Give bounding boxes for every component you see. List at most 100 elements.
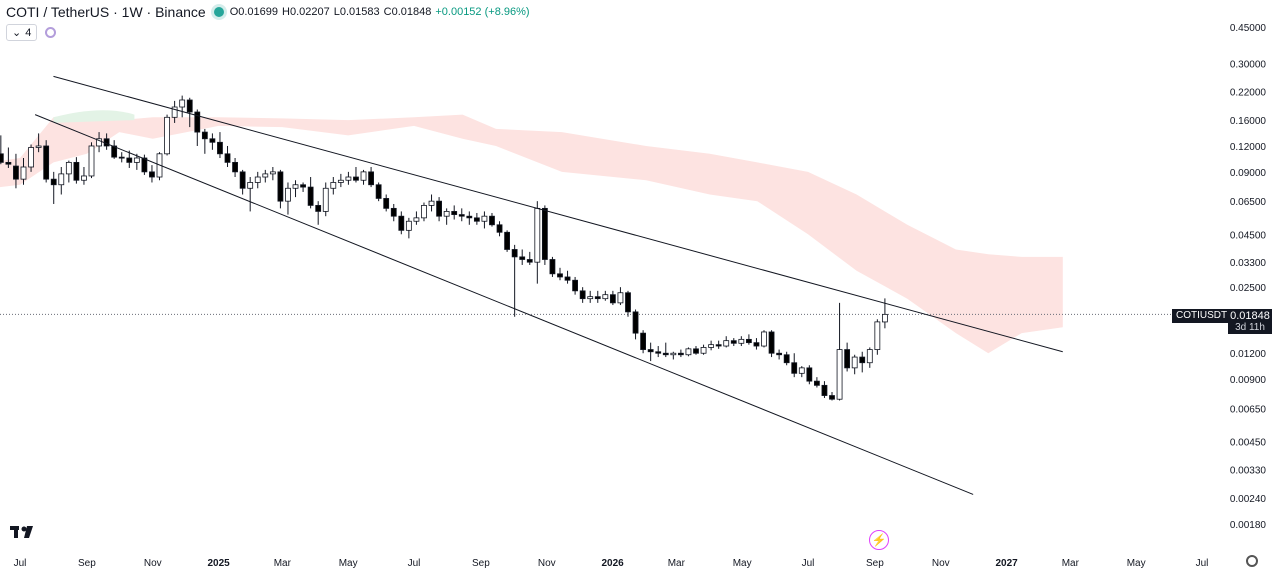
candle-body [292,184,299,189]
price-axis-label: 0.04500 [1230,230,1267,241]
candle-body [307,186,314,206]
time-axis-label: Jul [802,558,815,569]
time-axis-label: Mar [668,558,686,569]
ohlc-close: C0.01848 [383,6,432,18]
candle-body [519,256,526,260]
candle-body [662,352,669,356]
candle-body [708,344,715,348]
candle-body [428,200,435,206]
candle-body [647,349,654,353]
candle-body [625,292,631,313]
indicator-toggle-icon[interactable] [45,27,57,38]
candle-body [186,99,193,113]
settings-icon[interactable] [1246,555,1258,567]
candle-body [587,296,594,300]
price-axis-label: 0.16000 [1230,116,1267,127]
market-status-icon [213,7,224,17]
ichimoku-cloud [0,112,1063,354]
candle-body [285,187,291,202]
candle-body [96,138,102,147]
flash-icon[interactable]: ⚡ [869,530,889,550]
candle-body [473,217,480,222]
candle-body [874,321,881,350]
price-axis-label: 0.12000 [1230,142,1267,153]
candle-body [496,224,503,233]
candle-body [602,294,609,300]
candle-body [640,332,647,350]
candle-body [254,176,261,183]
time-axis-label: Nov [538,558,556,569]
candle-body [383,198,390,209]
candle-body [776,352,783,356]
price-axis-label: 0.09000 [1230,168,1267,179]
candle-body [164,116,170,155]
candle-body [149,171,155,178]
candle-body [738,338,745,344]
price-axis-label: 0.00330 [1230,465,1267,476]
candle-body [715,344,722,347]
time-axis-label: Mar [1062,558,1080,569]
candle-body [421,205,427,219]
candle-body [564,276,571,281]
ichimoku-cloud-bullish [53,110,135,123]
time-axis-label: Mar [274,558,292,569]
candle-body [436,200,442,217]
candle-body [111,145,118,158]
candle-body [405,220,412,231]
candle-body [50,178,57,186]
candle-body [655,351,662,354]
chevron-down-icon: ⌄ [12,27,22,39]
candle-body [693,348,699,354]
time-axis-label: Jul [408,558,421,569]
time-axis-label: Nov [932,558,950,569]
candle-body [579,290,586,300]
candle-body [337,179,344,183]
time-axis-label: Sep [78,558,96,569]
ohlc-open: O0.01699 [229,6,279,18]
time-axis-label: May [733,558,752,569]
indicator-count: 4 [25,26,32,39]
price-axis-label: 0.00900 [1230,375,1267,386]
time-axis-label: May [339,558,358,569]
indicator-toggle-button[interactable]: ⌄ 4 [6,24,38,41]
time-axis-label: Jul [1196,558,1209,569]
time-axis-label: Sep [472,558,490,569]
candle-body [723,340,730,347]
bar-countdown-label: 3d 11h [1228,322,1272,334]
candle-body [239,171,246,189]
candle-body [458,214,465,217]
candle-body [549,259,556,275]
price-axis-label: 0.45000 [1230,23,1267,34]
time-axis-label: Nov [144,558,162,569]
price-axis-label: 0.00650 [1230,404,1267,415]
candle-body [534,207,541,263]
candle-body [28,147,34,168]
candle-body [806,367,813,382]
candle-body [118,156,125,159]
time-axis-label: 2026 [601,558,624,569]
candle-body [322,187,329,212]
candle-body [670,352,677,356]
price-axis-label: 0.02500 [1230,283,1267,294]
tradingview-logo-icon[interactable] [10,524,38,540]
chart-header: COTI / TetherUS · 1W · Binance O0.01699 … [6,3,534,21]
candle-body [882,313,888,323]
price-axis-label: 0.22000 [1230,87,1267,98]
candle-body [594,296,601,300]
current-price-label: 0.01848 [1228,309,1272,323]
symbol-title[interactable]: COTI / TetherUS · 1W · Binance [6,4,206,20]
candle-body [232,161,238,173]
candle-body [813,380,820,386]
trendline [34,114,974,495]
candle-body [179,99,186,108]
candle-body [753,342,760,347]
candle-body [511,249,518,258]
candle-body [489,215,495,226]
candle-body [451,211,458,215]
candle-body [481,215,488,222]
candle-body [761,331,767,347]
price-axis-label: 0.00240 [1230,494,1267,505]
candle-body [217,141,223,155]
candle-body [685,348,692,356]
